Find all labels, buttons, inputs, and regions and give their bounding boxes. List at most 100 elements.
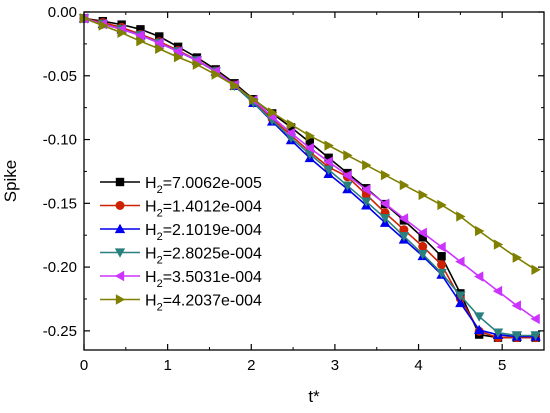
legend: H2=7.0062e-005 H2=1.4012e-004H2=2.1019e-0… xyxy=(100,175,262,314)
data-point xyxy=(98,20,109,31)
y-tick-label: 0.00 xyxy=(48,4,77,21)
data-point xyxy=(154,37,164,49)
data-point xyxy=(304,150,316,160)
data-point xyxy=(398,232,410,242)
data-point xyxy=(512,252,523,263)
data-point xyxy=(437,260,447,270)
legend-item: H2=3.5031e-004 xyxy=(100,269,262,290)
data-point xyxy=(230,80,240,91)
data-point xyxy=(380,169,391,181)
legend-marker xyxy=(115,294,126,305)
x-tick-label: 2 xyxy=(247,357,255,374)
data-point xyxy=(455,297,466,308)
y-tick-label: -0.15 xyxy=(43,195,77,212)
plot-area xyxy=(84,12,544,350)
data-point xyxy=(172,46,183,57)
data-point xyxy=(418,189,428,201)
data-point xyxy=(437,199,447,211)
data-point xyxy=(492,285,503,297)
legend-marker xyxy=(115,177,125,187)
legend-marker xyxy=(114,248,126,258)
legend-label: H2=2.1019e-004 xyxy=(145,222,262,243)
data-point xyxy=(511,300,521,311)
legend-item: H2=1.4012e-004 xyxy=(100,199,262,220)
data-point xyxy=(456,211,466,222)
data-point xyxy=(417,227,427,238)
data-point xyxy=(211,69,221,80)
data-point xyxy=(436,268,447,279)
x-tick-label: 5 xyxy=(498,357,506,374)
x-tick-label: 0 xyxy=(80,357,88,374)
legend-label: H2=4.2037e-004 xyxy=(145,293,262,314)
data-point xyxy=(493,239,504,250)
x-tick-label: 4 xyxy=(414,357,422,374)
axes-layer: 0 1 2 3 4 5 0.00 -0.05 -0.10 -0.15 -0.20 -0.25 xyxy=(43,4,545,374)
data-point xyxy=(323,165,334,175)
data-point xyxy=(285,127,296,139)
data-point xyxy=(135,30,145,41)
data-point xyxy=(379,198,390,209)
legend-item: H2=4.2037e-004 xyxy=(100,293,262,314)
legend-label: H2=3.5031e-004 xyxy=(145,269,262,290)
legend-label: H2=1.4012e-004 xyxy=(145,199,262,220)
plot-frame xyxy=(83,11,545,351)
series-6 xyxy=(79,13,541,275)
data-point xyxy=(268,107,278,118)
data-point xyxy=(136,36,146,47)
data-point xyxy=(473,324,485,335)
series-5 xyxy=(78,13,540,325)
data-point xyxy=(361,197,372,207)
series-layer xyxy=(78,13,541,343)
data-point xyxy=(305,138,315,147)
data-point xyxy=(324,153,333,162)
legend-item: H2=2.1019e-004 xyxy=(100,222,262,243)
data-point xyxy=(492,328,504,338)
data-point xyxy=(455,256,465,267)
data-point xyxy=(475,225,485,237)
legend-item: H2=7.0062e-005 xyxy=(100,175,262,196)
data-point xyxy=(399,179,410,191)
data-point xyxy=(286,119,297,130)
data-point xyxy=(155,32,164,41)
data-point xyxy=(173,51,184,63)
data-point xyxy=(117,27,127,38)
y-tick-label: -0.20 xyxy=(43,259,77,276)
data-point xyxy=(418,241,428,251)
x-tick-label: 1 xyxy=(163,357,171,374)
data-point xyxy=(437,252,446,261)
data-point xyxy=(418,233,427,242)
legend-item: H2=2.8025e-004 xyxy=(100,246,262,267)
data-point xyxy=(192,59,203,70)
data-point xyxy=(473,271,484,282)
data-point xyxy=(455,291,466,301)
y-tick-label: -0.05 xyxy=(43,68,77,85)
data-point xyxy=(304,142,314,154)
data-point xyxy=(324,140,334,151)
x-tick-label: 3 xyxy=(331,357,339,374)
data-point xyxy=(399,225,409,235)
legend-label: H2=2.8025e-004 xyxy=(145,246,262,267)
data-point xyxy=(155,43,165,55)
legend-marker xyxy=(115,201,125,210)
data-point xyxy=(305,130,316,142)
x-axis-title: t* xyxy=(308,387,320,406)
data-point xyxy=(343,150,353,161)
legend-marker xyxy=(114,270,125,282)
y-axis-title: Spike xyxy=(1,160,20,203)
data-point xyxy=(511,331,523,341)
legend-label: H2=7.0062e-005 xyxy=(145,175,262,196)
data-point xyxy=(531,264,541,275)
data-point xyxy=(323,156,333,167)
data-point xyxy=(342,181,353,191)
data-point xyxy=(436,241,446,253)
data-point xyxy=(398,213,409,224)
data-point xyxy=(342,170,352,181)
data-point xyxy=(361,184,371,195)
data-point xyxy=(379,214,391,224)
y-tick-label: -0.25 xyxy=(43,323,77,340)
y-tick-label: -0.10 xyxy=(43,132,77,149)
legend-marker xyxy=(114,223,126,234)
data-point xyxy=(136,25,145,34)
data-point xyxy=(249,94,259,105)
